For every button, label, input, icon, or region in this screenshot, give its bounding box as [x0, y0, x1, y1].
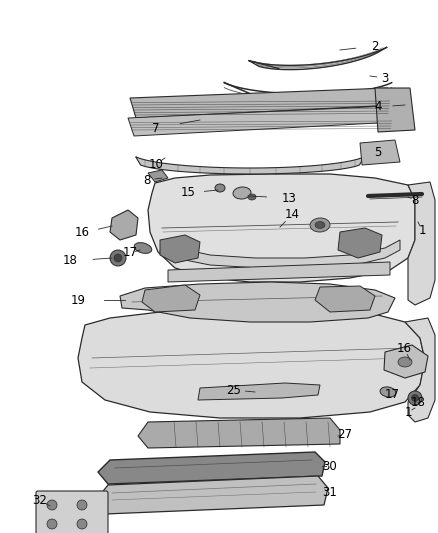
Polygon shape — [148, 174, 415, 282]
Text: 4: 4 — [374, 101, 382, 114]
Polygon shape — [110, 210, 138, 240]
Polygon shape — [384, 345, 428, 378]
FancyBboxPatch shape — [36, 491, 108, 533]
Ellipse shape — [134, 243, 152, 253]
Polygon shape — [249, 47, 387, 70]
Polygon shape — [130, 88, 396, 118]
Text: 1: 1 — [418, 223, 426, 237]
Text: 25: 25 — [226, 384, 241, 397]
Text: 10: 10 — [148, 157, 163, 171]
Text: 18: 18 — [63, 254, 78, 268]
Ellipse shape — [310, 218, 330, 232]
Text: 17: 17 — [385, 389, 399, 401]
Polygon shape — [120, 282, 395, 322]
Circle shape — [47, 500, 57, 510]
Text: 14: 14 — [285, 208, 300, 222]
Polygon shape — [148, 170, 168, 182]
Circle shape — [411, 394, 418, 401]
Text: 32: 32 — [32, 494, 47, 506]
Ellipse shape — [398, 357, 412, 367]
Text: 8: 8 — [411, 193, 419, 206]
Polygon shape — [128, 106, 396, 136]
Text: 27: 27 — [338, 429, 353, 441]
Polygon shape — [408, 182, 435, 305]
Text: 7: 7 — [152, 122, 160, 134]
Text: 5: 5 — [374, 147, 381, 159]
Text: 31: 31 — [322, 486, 337, 498]
Polygon shape — [360, 140, 400, 165]
Text: 18: 18 — [410, 395, 425, 408]
Circle shape — [77, 519, 87, 529]
Polygon shape — [138, 418, 340, 448]
Polygon shape — [142, 285, 200, 312]
Text: 19: 19 — [71, 294, 85, 306]
Polygon shape — [168, 262, 390, 282]
Ellipse shape — [233, 187, 251, 199]
Polygon shape — [315, 286, 375, 312]
Text: 1: 1 — [404, 406, 412, 418]
Text: 2: 2 — [371, 39, 379, 52]
Ellipse shape — [215, 184, 225, 192]
Text: 13: 13 — [282, 191, 297, 205]
Circle shape — [47, 519, 57, 529]
Ellipse shape — [380, 387, 396, 397]
Ellipse shape — [315, 222, 325, 229]
Polygon shape — [338, 228, 382, 258]
Text: 8: 8 — [143, 174, 151, 187]
Text: 16: 16 — [396, 342, 411, 354]
Text: 30: 30 — [323, 459, 337, 472]
Ellipse shape — [248, 194, 256, 200]
Polygon shape — [160, 235, 200, 263]
Polygon shape — [405, 318, 435, 422]
Text: 3: 3 — [381, 71, 389, 85]
Text: 16: 16 — [74, 227, 89, 239]
Polygon shape — [98, 452, 325, 484]
Polygon shape — [136, 157, 364, 174]
Polygon shape — [160, 240, 400, 268]
Polygon shape — [78, 308, 425, 418]
Circle shape — [77, 500, 87, 510]
Circle shape — [114, 254, 122, 262]
Text: 17: 17 — [123, 246, 138, 260]
Text: 15: 15 — [180, 187, 195, 199]
Polygon shape — [375, 88, 415, 132]
Circle shape — [408, 391, 422, 405]
Polygon shape — [198, 383, 320, 400]
Circle shape — [110, 250, 126, 266]
Polygon shape — [96, 476, 328, 514]
